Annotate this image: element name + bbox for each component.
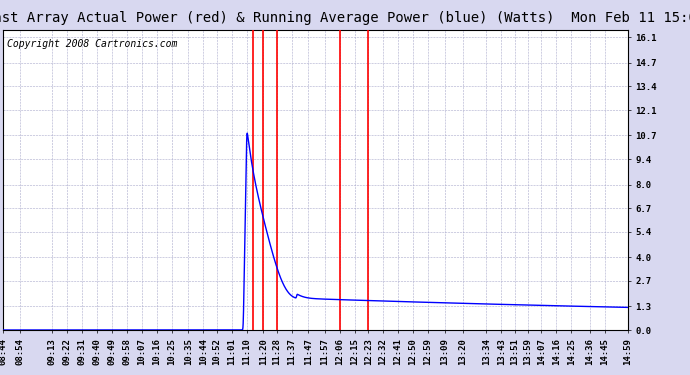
Text: Copyright 2008 Cartronics.com: Copyright 2008 Cartronics.com xyxy=(7,39,177,49)
Text: East Array Actual Power (red) & Running Average Power (blue) (Watts)  Mon Feb 11: East Array Actual Power (red) & Running … xyxy=(0,11,690,25)
